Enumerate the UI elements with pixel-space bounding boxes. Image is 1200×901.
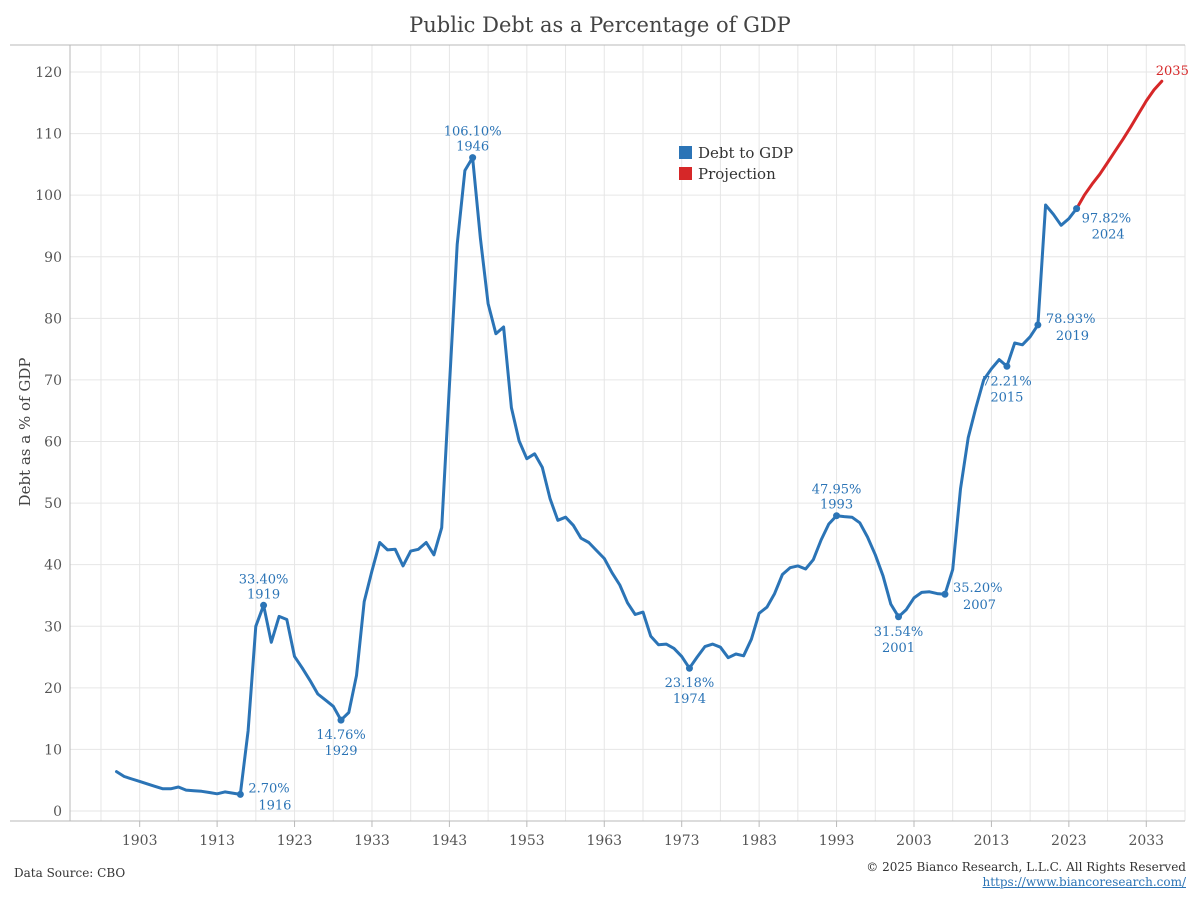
- annotation-year: 2024: [1092, 228, 1125, 243]
- x-tick-label: 1983: [741, 833, 777, 849]
- legend-swatch: [679, 167, 692, 180]
- legend-label: Projection: [698, 165, 776, 183]
- x-tick-label: 1913: [199, 833, 235, 849]
- annotation-marker: [1034, 321, 1042, 329]
- x-tick-label: 2013: [974, 833, 1010, 849]
- annotation-marker: [895, 613, 903, 621]
- annotation-marker: [1003, 362, 1011, 370]
- x-tick-label: 1953: [509, 833, 545, 849]
- annotation-marker: [469, 154, 477, 162]
- annotation-year: 2015: [990, 390, 1023, 405]
- series-lines: [115, 79, 1164, 796]
- y-tick-label: 10: [44, 742, 62, 758]
- footer-credits: © 2025 Bianco Research, L.L.C. All Right…: [866, 860, 1186, 890]
- annotation-value: 47.95%: [812, 483, 862, 498]
- y-tick-label: 60: [44, 435, 62, 451]
- y-tick-label: 90: [44, 250, 62, 266]
- y-tick-label: 50: [44, 496, 62, 512]
- x-tick-label: 1963: [586, 833, 622, 849]
- x-tick-label: 1993: [819, 833, 855, 849]
- annotation-marker: [685, 664, 693, 672]
- x-tick-label: 2033: [1128, 833, 1164, 849]
- annotation-marker: [337, 716, 345, 724]
- x-tick-label: 1943: [432, 833, 468, 849]
- annotation-year: 1929: [324, 744, 357, 759]
- y-tick-label: 100: [35, 188, 62, 204]
- website-link[interactable]: https://www.biancoresearch.com/: [982, 875, 1186, 889]
- annotation-value: 2.70%: [248, 781, 289, 796]
- annotation-value: 97.82%: [1082, 212, 1132, 227]
- annotation-value: 106.10%: [444, 125, 502, 140]
- y-tick-label: 120: [35, 65, 62, 81]
- annotation-year: 1916: [258, 798, 291, 813]
- annotation-year: 2007: [963, 598, 996, 613]
- annotation-year: 1919: [247, 587, 280, 602]
- y-tick-label: 40: [44, 558, 62, 574]
- x-tick-label: 1923: [277, 833, 313, 849]
- x-axis-ticks: 1903 1913 1923 1933 1943 1953 1963 1973 1983 1993…: [122, 821, 1164, 849]
- x-tick-label: 1933: [354, 833, 390, 849]
- y-tick-label: 30: [44, 619, 62, 635]
- annotation-year: 1993: [820, 498, 853, 513]
- annotation-marker: [260, 601, 268, 609]
- x-tick-label: 2023: [1051, 833, 1087, 849]
- annotation-value: 72.21%: [982, 374, 1032, 389]
- y-tick-label: 20: [44, 681, 62, 697]
- series-line-projection: [1075, 79, 1164, 211]
- annotation-year: 2019: [1056, 329, 1089, 344]
- legend-swatch: [679, 146, 692, 159]
- annotation-value: 33.40%: [239, 572, 289, 587]
- y-tick-label: 80: [44, 311, 62, 327]
- projection-end-label: 2035: [1156, 64, 1189, 79]
- series-line-debt-to-gdp: [115, 156, 1079, 796]
- annotation-value: 78.93%: [1046, 312, 1096, 327]
- legend-label: Debt to GDP: [698, 144, 793, 162]
- annotation-value: 23.18%: [665, 676, 715, 691]
- annotation-marker: [236, 790, 244, 798]
- legend: Debt to GDP Projection: [679, 144, 793, 183]
- annotation-value: 14.76%: [316, 728, 366, 743]
- annotation-year: 1974: [673, 692, 706, 707]
- annotation-marker: [833, 512, 841, 520]
- y-tick-label: 70: [44, 373, 62, 389]
- y-axis-label: Debt as a % of GDP: [16, 358, 34, 507]
- grid-lines: [70, 45, 1186, 821]
- y-tick-label: 0: [53, 804, 62, 820]
- y-axis-ticks: 0 10 20 30 40 50 60 70 80 90 100 110 120: [35, 65, 62, 820]
- copyright: © 2025 Bianco Research, L.L.C. All Right…: [866, 860, 1186, 874]
- data-source: Data Source: CBO: [14, 866, 126, 880]
- annotation-value: 35.20%: [953, 581, 1003, 596]
- x-tick-label: 1973: [664, 833, 700, 849]
- annotation-marker: [941, 590, 949, 598]
- axes: [10, 44, 1185, 822]
- x-tick-label: 1903: [122, 833, 158, 849]
- y-tick-label: 110: [35, 127, 62, 143]
- annotations: 2.70% 1916 33.40%1919 14.76%1929 106.10%1946…: [236, 64, 1189, 813]
- annotation-marker: [1073, 205, 1081, 213]
- chart-title: Public Debt as a Percentage of GDP: [409, 13, 791, 37]
- annotation-year: 1946: [456, 140, 489, 155]
- annotation-value: 31.54%: [874, 625, 924, 640]
- annotation-year: 2001: [882, 641, 915, 656]
- x-tick-label: 2003: [896, 833, 932, 849]
